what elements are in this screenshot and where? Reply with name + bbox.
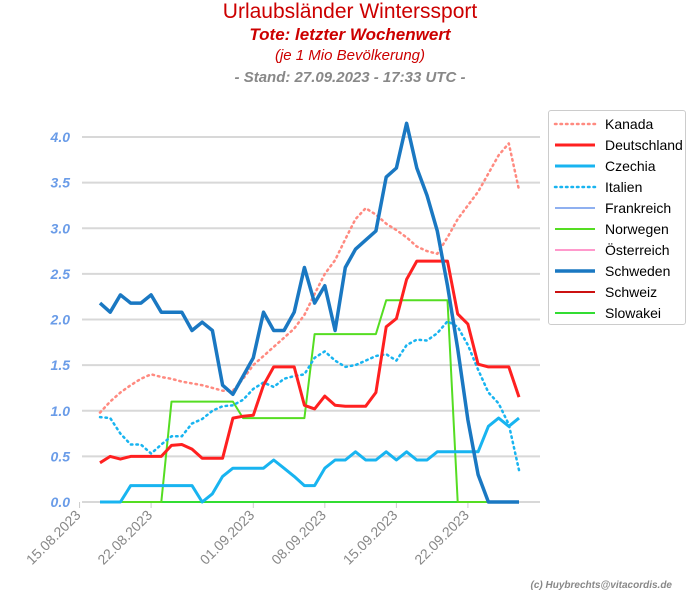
y-tick-label: 1.5 [51, 357, 71, 373]
legend-item[interactable]: Italien [549, 176, 685, 197]
legend-item[interactable]: Norwegen [549, 218, 685, 239]
legend-item[interactable]: Czechia [549, 155, 685, 176]
y-tick-label: 2.0 [50, 312, 71, 328]
y-tick-label: 3.5 [51, 175, 71, 191]
legend-label: Italien [605, 178, 643, 195]
x-tick-label: 15.08.2023 [23, 507, 84, 568]
legend: Kanada Deutschland Czechia Italien Frankreic… [548, 110, 686, 325]
legend-item[interactable]: Österreich [549, 239, 685, 260]
legend-item[interactable]: Schweiz [549, 281, 685, 302]
x-tick-label: 15.09.2023 [340, 507, 401, 568]
legend-label: Slowakei [605, 304, 662, 321]
legend-item[interactable]: Schweden [549, 260, 685, 281]
legend-item[interactable]: Deutschland [549, 134, 685, 155]
legend-label: Schweiz [605, 283, 658, 300]
series-line-deutschland [99, 259, 521, 465]
legend-item[interactable]: Kanada [549, 113, 685, 134]
legend-item[interactable]: Frankreich [549, 197, 685, 218]
x-tick-label: 22.09.2023 [411, 507, 472, 568]
legend-swatch [555, 227, 595, 230]
series-line-norwegen [100, 299, 519, 503]
y-tick-label: 4.0 [50, 129, 71, 145]
legend-label: Österreich [605, 241, 670, 258]
chart-timestamp: - Stand: 27.09.2023 - 17:33 UTC - [234, 69, 466, 86]
legend-swatch [553, 185, 597, 188]
y-tick-label: 1.0 [51, 403, 71, 419]
legend-label: Czechia [605, 157, 656, 174]
legend-swatch [553, 122, 597, 125]
legend-swatch [555, 206, 595, 209]
x-tick-label: 01.09.2023 [197, 507, 258, 568]
y-tick-label: 2.5 [50, 266, 71, 282]
x-tick-label: 22.08.2023 [94, 507, 155, 568]
legend-label: Frankreich [605, 199, 672, 216]
y-tick-label: 0.5 [51, 448, 71, 464]
series-line-czechia [100, 416, 520, 504]
legend-label: Deutschland [605, 136, 683, 153]
x-tick-label: 08.09.2023 [268, 507, 329, 568]
legend-swatch [555, 248, 595, 251]
y-tick-label: 0.0 [51, 494, 71, 510]
legend-item[interactable]: Slowakei [549, 302, 685, 323]
legend-label: Schweden [605, 262, 671, 279]
chart-subtitle: Tote: letzter Wochenwert [249, 25, 451, 44]
chart-subtitle-units: (je 1 Mio Bevölkerung) [274, 47, 426, 64]
legend-swatch [555, 268, 595, 273]
legend-swatch [555, 311, 595, 314]
credit-text: (c) Huybrechts@vitacordis.de [530, 580, 672, 591]
series-line-kanada [98, 142, 521, 414]
chart-title: Urlaubsländer Winterssport [222, 0, 478, 23]
y-tick-label: 3.0 [51, 220, 71, 236]
legend-swatch [555, 164, 595, 167]
legend-label: Kanada [605, 115, 654, 132]
legend-swatch [555, 143, 595, 146]
series-line-italien [98, 320, 521, 472]
series-line-schweden [98, 121, 519, 504]
legend-label: Norwegen [605, 220, 669, 237]
legend-swatch [555, 290, 595, 293]
